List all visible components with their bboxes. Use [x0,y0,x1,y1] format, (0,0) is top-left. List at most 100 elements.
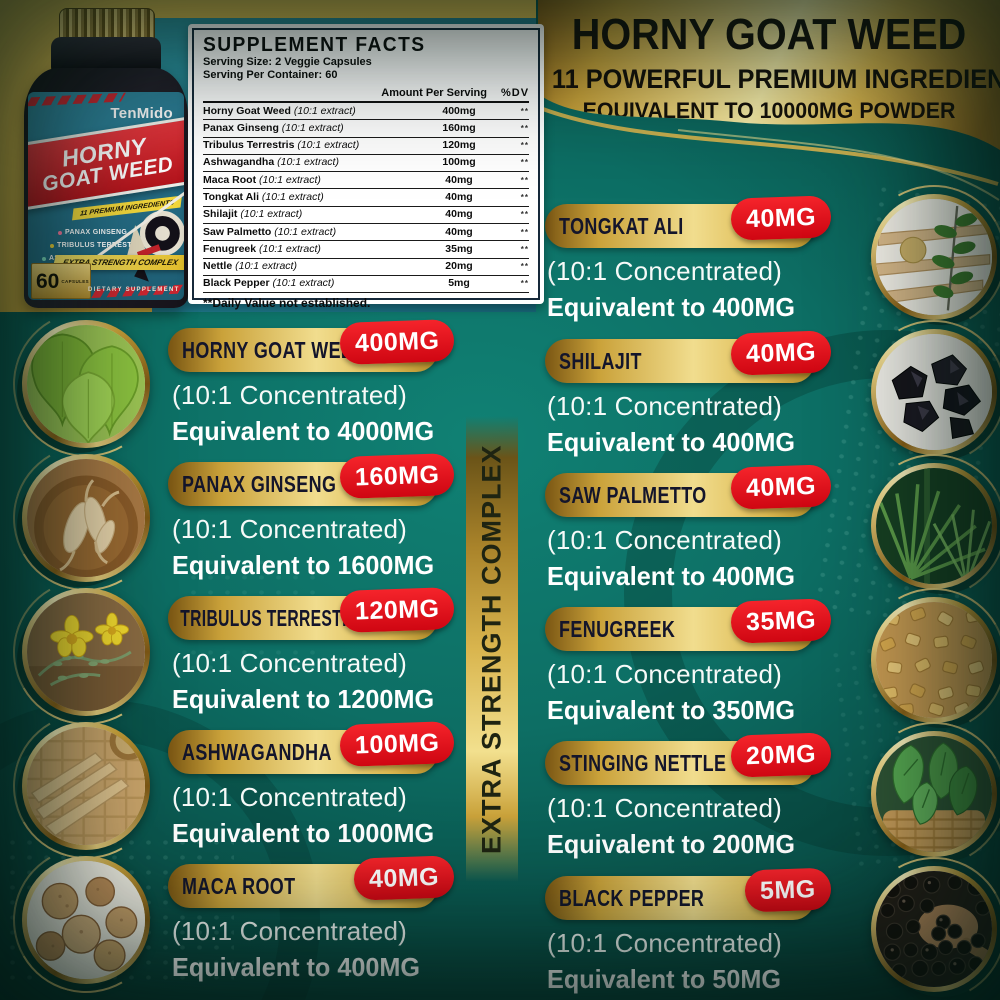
ingredient-name-banner: TONGKAT ALI 40MG [545,195,832,248]
saw-palmetto-photo [871,463,997,589]
mg-badge: 40MG [730,464,832,510]
mg-badge: 40MG [730,330,832,376]
ingredient-name: FENUGREEK [559,616,676,642]
facts-title: SUPPLEMENT FACTS [203,34,426,56]
tongkat-ali-photo [871,194,997,320]
extra-strength-banner: EXTRA STRENGTH COMPLEX [466,416,518,882]
ingredient-row-maca-root: MACA ROOT 40MG (10:1 Concentrated) Equiv… [22,855,474,988]
ingredient-name: ASHWAGANDHA [182,739,332,765]
ingredient-name-banner: TRIBULUS TERRESTRIS 120MG [168,587,455,640]
facts-extract: (10:1 extract) [293,104,356,117]
ingredient-row-tribulus-terrestris: TRIBULUS TERRESTRIS 120MG (10:1 Concentr… [22,587,474,720]
bottle-label: TenMido HORNY GOAT WEED 11 PREMIUM INGRE… [28,92,184,300]
ingredient-name-banner: FENUGREEK 35MG [545,598,832,651]
bullet-dot-icon [50,243,54,248]
facts-amount: 35mg [445,242,473,255]
concentration-text: (10:1 Concentrated) [172,514,408,544]
equivalent-text: Equivalent to 400MG [547,292,796,322]
facts-dv-header: %DV [501,87,530,99]
mg-badge: 20MG [730,732,832,778]
equivalent-text: Equivalent to 1000MG [172,818,435,848]
horny-goat-weed-photo [22,320,150,448]
ingredient-name: PANAX GINSENG [182,471,337,497]
concentration-text: (10:1 Concentrated) [172,380,408,410]
tribulus-terrestris-photo [22,588,150,716]
concentration-text: (10:1 Concentrated) [547,391,783,421]
fenugreek-photo [871,597,997,723]
equivalent-text: Equivalent to 1600MG [172,550,435,580]
facts-dv: ** [520,279,529,289]
concentration-text: (10:1 Concentrated) [547,525,783,555]
ingredient-name-banner: BLACK PEPPER 5MG [545,867,832,920]
capsule-count-badge: 60 CAPSULES [31,263,91,299]
ingredient-name: SHILAJIT [559,348,642,374]
facts-amount: 20mg [445,260,473,273]
facts-dv: ** [520,244,529,254]
facts-row: Nettle (10:1 extract) 20mg ** [203,259,529,276]
facts-amount: 100mg [442,156,476,169]
ingredient-name: SAW PALMETTO [559,482,707,508]
concentration-text: (10:1 Concentrated) [547,256,783,286]
concentration-text: (10:1 Concentrated) [547,659,783,689]
facts-row: Black Pepper (10:1 extract) 5mg ** [203,276,529,294]
facts-amount: 40mg [445,225,473,238]
page-subtitle2: EQUIVALENT TO 10000MG POWDER [582,98,956,123]
facts-servings-per: Serving Per Container: 60 [203,69,338,81]
facts-amount: 5mg [448,277,470,290]
concentration-text: (10:1 Concentrated) [172,916,408,946]
facts-ingredient: Maca Root [203,173,257,186]
facts-ingredient: Tribulus Terrestris [203,139,295,152]
equivalent-text: Equivalent to 400MG [172,952,421,982]
mg-badge: 40MG [353,855,455,901]
ingredient-name-banner: MACA ROOT 40MG [168,855,455,908]
ingredient-name-banner: STINGING NETTLE 20MG [545,732,832,785]
mg-badge: 120MG [338,587,455,633]
facts-amount: 40mg [445,190,473,203]
mg-badge: 5MG [744,867,832,913]
facts-ingredient: Tongkat Ali [203,190,259,203]
goat-mascot-graphic [126,210,184,282]
ingredient-name: MACA ROOT [182,873,296,899]
panax-ginseng-photo [22,454,150,582]
facts-header-row: Amount Per Serving %DV [203,86,529,103]
facts-extract: (10:1 extract) [259,242,321,255]
bottle-feature: TRIBULUS TERRESTRIS [50,239,144,252]
dietary-supplement-text: DIETARY SUPPLEMENT [88,287,180,293]
mg-badge: 35MG [730,598,832,644]
mg-badge: 160MG [338,453,455,499]
ingredient-row-horny-goat-weed: HORNY GOAT WEED 400MG (10:1 Concentrated… [22,319,474,452]
page-subtitle: 11 POWERFUL PREMIUM INGREDIENTS [551,64,1000,94]
supplement-facts-panel: SUPPLEMENT FACTS Serving Size: 2 Veggie … [188,24,544,310]
facts-dv: ** [520,175,529,185]
facts-amount-header: Amount Per Serving [381,87,487,99]
facts-row: Fenugreek (10:1 extract) 35mg ** [203,241,529,259]
maca-root-photo [22,856,150,984]
equivalent-text: Equivalent to 400MG [547,427,796,457]
bullet-dot-icon [58,230,62,235]
facts-ingredient: Panax Ginseng [203,121,279,134]
ingredient-row-panax-ginseng: PANAX GINSENG 160MG (10:1 Concentrated) … [22,453,474,586]
facts-extract: (10:1 extract) [235,260,297,273]
facts-extract: (10:1 extract) [261,190,324,203]
ingredient-name: BLACK PEPPER [559,885,705,911]
facts-extract: (10:1 extract) [259,173,321,186]
facts-row: Panax Ginseng (10:1 extract) 160mg ** [203,120,529,138]
ingredient-row-black-pepper: BLACK PEPPER 5MG (10:1 Concentrated) Equ… [545,866,997,1000]
facts-row: Ashwagandha (10:1 extract) 100mg ** [203,155,529,173]
mg-badge: 100MG [338,721,455,767]
facts-ingredient: Nettle [203,260,233,273]
facts-dv: ** [520,141,529,151]
facts-ingredient: Shilajit [203,208,238,221]
facts-dv: ** [520,210,529,220]
facts-dv: ** [520,158,529,168]
equivalent-text: Equivalent to 1200MG [172,684,435,714]
ingredient-row-stinging-nettle: STINGING NETTLE 20MG (10:1 Concentrated)… [545,731,997,865]
facts-row: Maca Root (10:1 extract) 40mg ** [203,172,529,190]
concentration-text: (10:1 Concentrated) [547,793,783,823]
concentration-text: (10:1 Concentrated) [547,928,783,958]
ingredient-name: HORNY GOAT WEED [182,337,367,363]
ingredient-name-banner: PANAX GINSENG 160MG [168,453,455,506]
facts-ingredient: Fenugreek [203,242,257,255]
page-title: HORNY GOAT WEED [571,10,967,59]
mg-badge: 400MG [338,319,455,365]
